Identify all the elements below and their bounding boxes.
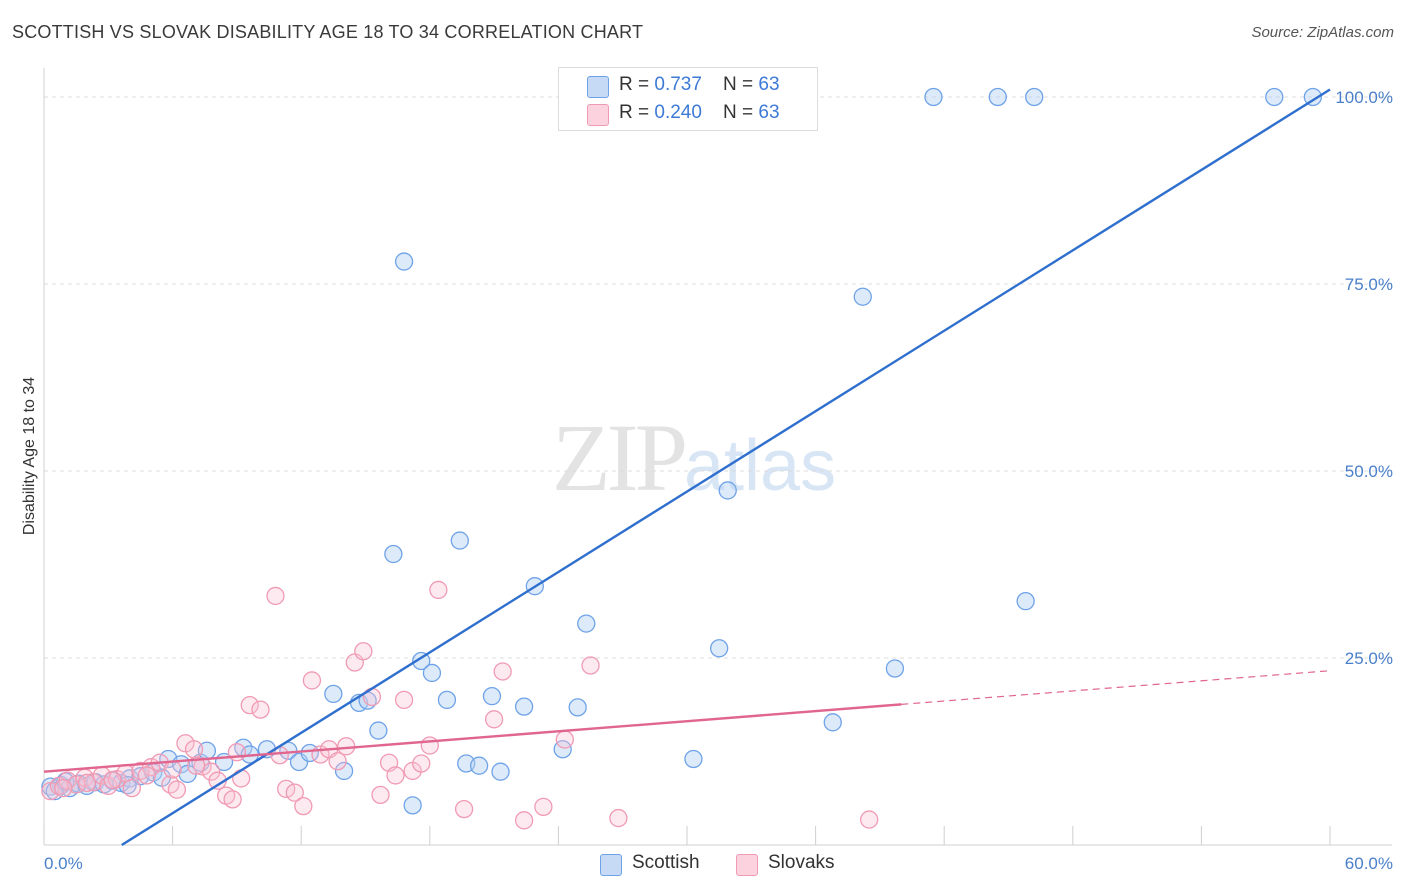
point-scottish (482, 686, 502, 706)
point-scottish (568, 698, 587, 717)
legend-r-value: 0.737 (654, 74, 702, 95)
point-scottish (853, 287, 872, 306)
series-label-scottish: Scottish (632, 852, 700, 873)
watermark-zip: ZIP (552, 404, 688, 511)
point-slovaks (581, 656, 600, 675)
point-scottish (324, 684, 343, 704)
point-scottish (1016, 592, 1035, 611)
trend-line-slovaks-extrapolated (901, 670, 1331, 705)
legend-n-label: N = (723, 102, 759, 123)
legend-n-value: 63 (758, 102, 780, 123)
trend-line-slovaks (43, 703, 902, 773)
legend-n-label: N = (723, 74, 759, 95)
point-slovaks (514, 811, 534, 830)
point-slovaks (420, 736, 439, 755)
trend-lines (43, 88, 1331, 847)
y-tick-label: 100.0% (1335, 88, 1393, 107)
point-slovaks (240, 695, 259, 715)
series-swatch-scottish (600, 854, 622, 876)
legend-r-label: R = (619, 74, 655, 95)
grid-lines (44, 96, 1392, 659)
point-slovaks (555, 730, 574, 749)
point-scottish (577, 614, 596, 633)
point-slovaks (493, 662, 512, 681)
tick-labels: 25.0% 50.0% 75.0% 100.0% 0.0% 60.0% (44, 88, 1393, 873)
x-tick-label: 60.0% (1345, 854, 1393, 873)
correlation-legend: R = 0.737 N = 63 R = 0.240 N = 63 (558, 67, 818, 131)
watermark-atlas: atlas (684, 426, 837, 506)
point-slovaks (251, 700, 270, 719)
y-tick-label: 25.0% (1345, 649, 1393, 668)
point-scottish (988, 87, 1007, 107)
point-slovaks (860, 810, 879, 829)
point-slovaks (386, 766, 405, 785)
point-slovaks (394, 690, 414, 710)
point-scottish (1025, 87, 1044, 107)
legend-swatch-scottish (587, 76, 609, 98)
x-tick-label: 0.0% (44, 854, 83, 873)
point-slovaks (54, 779, 73, 798)
point-scottish (823, 713, 842, 732)
point-slovaks (609, 808, 628, 828)
watermark: ZIPatlas (552, 402, 836, 513)
point-scottish (885, 659, 905, 678)
point-slovaks (534, 797, 553, 817)
series-swatch-slovaks (736, 854, 758, 876)
point-slovaks (163, 760, 182, 779)
point-slovaks (454, 799, 474, 819)
point-slovaks (77, 773, 97, 793)
point-scottish (437, 690, 457, 710)
point-slovaks (302, 671, 322, 690)
point-slovaks (429, 580, 448, 600)
point-slovaks (354, 642, 373, 661)
point-scottish (450, 531, 469, 550)
series-label-slovaks: Slovaks (768, 852, 835, 873)
point-slovaks (103, 770, 122, 790)
point-slovaks (122, 779, 142, 798)
legend-r-value: 0.240 (654, 102, 702, 123)
point-slovaks (266, 586, 285, 606)
y-tick-label: 75.0% (1345, 275, 1393, 294)
point-slovaks (187, 756, 206, 775)
legend-swatch-slovaks (587, 104, 609, 126)
y-tick-label: 50.0% (1345, 462, 1393, 481)
point-slovaks (167, 780, 187, 799)
point-scottish (394, 252, 414, 271)
point-scottish (710, 639, 729, 658)
point-slovaks (193, 757, 212, 776)
point-scottish (412, 651, 431, 671)
point-slovaks (337, 737, 356, 756)
point-scottish (718, 481, 737, 500)
point-scottish (1265, 87, 1284, 107)
legend-r-label: R = (619, 102, 655, 123)
point-slovaks (371, 785, 390, 805)
point-scottish (403, 796, 422, 815)
point-slovaks (232, 769, 251, 788)
point-slovaks (484, 710, 504, 729)
trend-line-scottish (121, 88, 1331, 847)
point-scottish (491, 762, 510, 781)
axes (43, 68, 1392, 846)
point-scottish (369, 721, 388, 740)
source-label: Source: ZipAtlas.com (1251, 24, 1394, 41)
point-slovaks (223, 790, 242, 809)
point-scottish (684, 749, 703, 769)
data-points (41, 87, 1323, 830)
point-scottish (384, 544, 403, 564)
point-slovaks (328, 752, 347, 771)
point-slovaks (137, 766, 157, 785)
point-scottish (334, 761, 354, 781)
point-scottish (469, 756, 489, 775)
point-slovaks (285, 783, 304, 802)
point-slovaks (294, 796, 313, 816)
point-scottish (1303, 87, 1323, 107)
legend-n-value: 63 (758, 74, 780, 95)
point-scottish (422, 663, 442, 683)
point-scottish (924, 87, 943, 107)
chart-title: SCOTTISH VS SLOVAK DISABILITY AGE 18 TO … (12, 22, 644, 42)
point-slovaks (412, 754, 431, 773)
point-scottish (514, 697, 534, 716)
point-slovaks (184, 740, 204, 759)
